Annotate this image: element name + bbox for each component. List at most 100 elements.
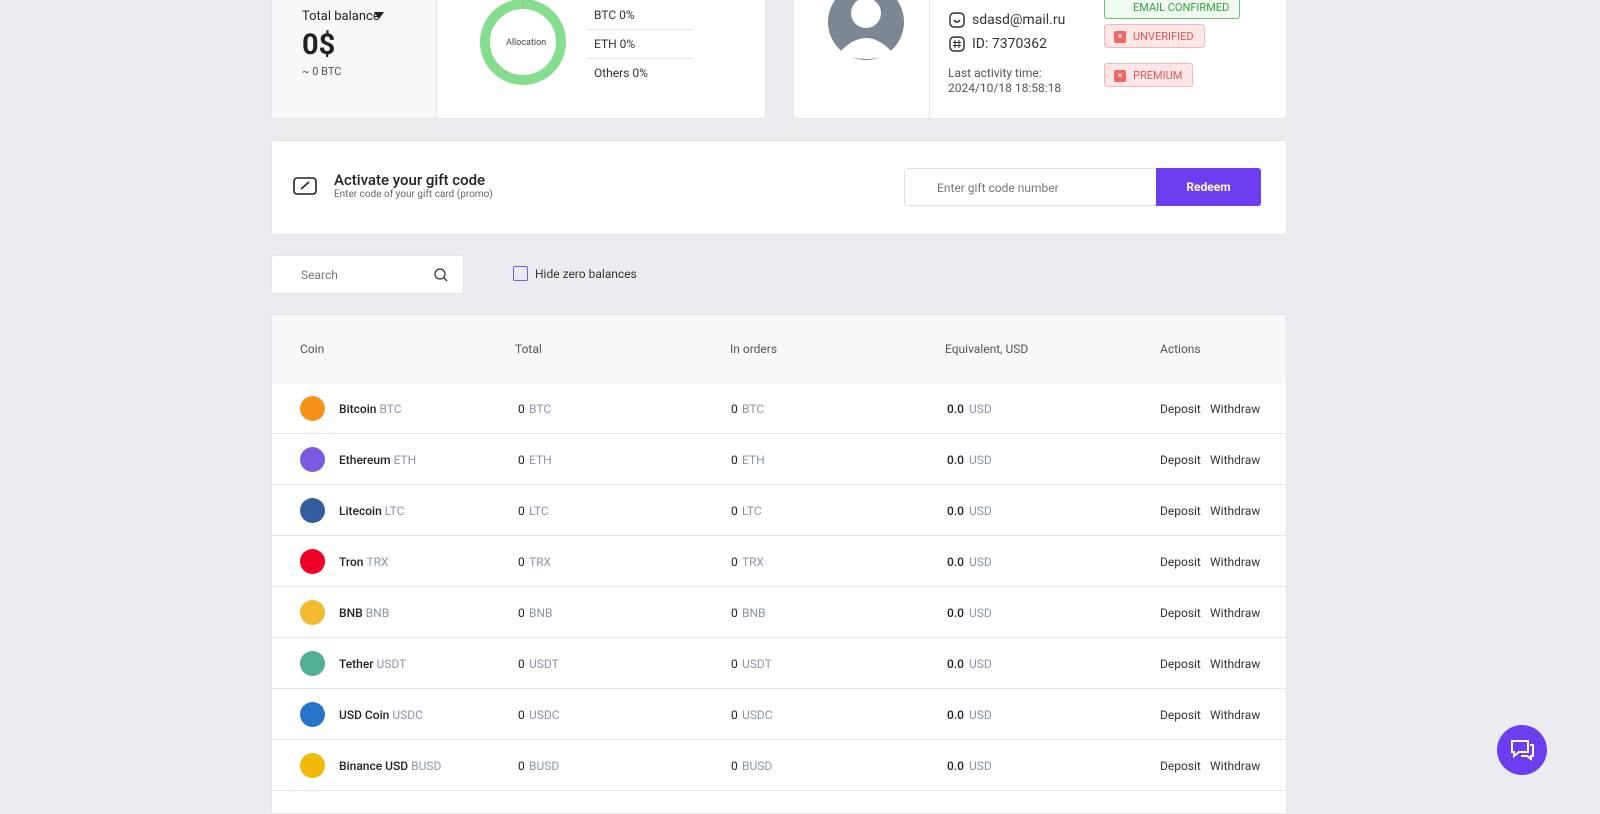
gift-input[interactable]: Enter gift code number <box>904 168 1157 206</box>
total-amount: 0 <box>518 606 525 620</box>
orders-amount: 0 <box>731 657 738 671</box>
allocation-item: ETH 0% <box>594 37 636 51</box>
withdraw-link[interactable]: Withdraw <box>1210 453 1261 467</box>
orders-amount: 0 <box>731 708 738 722</box>
email-icon <box>949 12 965 28</box>
user-id: ID: 7370362 <box>972 36 1047 52</box>
equivalent-currency: USD <box>969 708 992 722</box>
orders-symbol: LTC <box>742 504 762 518</box>
badge-icon: × <box>1114 70 1126 82</box>
total-symbol: USDC <box>529 708 560 722</box>
search-input[interactable]: Search <box>271 255 464 294</box>
total-symbol: USDT <box>529 657 559 671</box>
orders-symbol: USDC <box>742 708 773 722</box>
coin-name: Bitcoin <box>339 402 377 416</box>
balance-label[interactable]: Total balance <box>302 9 380 24</box>
redeem-button[interactable]: Redeem <box>1156 168 1261 206</box>
coin-row: Litecoin LTC 0 LTC 0 LTC 0.0 USD Deposit Withdraw <box>272 485 1286 536</box>
hide-zero-label[interactable]: Hide zero balances <box>535 267 637 281</box>
coin-symbol: USDC <box>392 708 423 722</box>
coin-icon <box>300 600 325 625</box>
orders-symbol: BNB <box>742 606 766 620</box>
coin-symbol: USDT <box>376 657 407 671</box>
coin-row: BNB BNB 0 BNB 0 BNB 0.0 USD Deposit Withdraw <box>272 587 1286 638</box>
status-badge: UNVERIFIED × <box>1104 24 1205 48</box>
email: sdasd@mail.ru <box>972 12 1066 28</box>
deposit-link[interactable]: Deposit <box>1160 708 1201 722</box>
column-header: In orders <box>730 342 778 356</box>
deposit-link[interactable]: Deposit <box>1160 759 1201 773</box>
equivalent-currency: USD <box>969 453 992 467</box>
coin-icon <box>300 447 325 472</box>
coin-row: Tron TRX 0 TRX 0 TRX 0.0 USD Deposit Withdraw <box>272 536 1286 587</box>
deposit-link[interactable]: Deposit <box>1160 402 1201 416</box>
total-amount: 0 <box>518 504 525 518</box>
orders-symbol: TRX <box>742 555 765 569</box>
deposit-link[interactable]: Deposit <box>1160 657 1201 671</box>
total-symbol: BUSD <box>529 759 560 773</box>
coin-symbol: BNB <box>365 606 390 620</box>
equivalent-amount: 0.0 <box>947 402 964 416</box>
deposit-link[interactable]: Deposit <box>1160 453 1201 467</box>
coin-row: USD Coin USDC 0 USDC 0 USDC 0.0 USD Deposit Withd… <box>272 689 1286 740</box>
equivalent-amount: 0.0 <box>947 606 964 620</box>
allocation-center: Allocation <box>506 38 547 48</box>
hide-zero-checkbox[interactable] <box>513 266 528 281</box>
avatar-panel <box>794 0 930 118</box>
coin-row: Bitcoin BTC 0 BTC 0 BTC 0.0 USD Deposit Withdraw <box>272 383 1286 434</box>
deposit-link[interactable]: Deposit <box>1160 555 1201 569</box>
equivalent-currency: USD <box>969 657 992 671</box>
coin-icon <box>300 702 325 727</box>
total-amount: 0 <box>518 453 525 467</box>
coin-name: BNB <box>339 606 363 620</box>
deposit-link[interactable]: Deposit <box>1160 504 1201 518</box>
coin-symbol: BUSD <box>411 759 442 773</box>
withdraw-link[interactable]: Withdraw <box>1210 708 1261 722</box>
total-symbol: TRX <box>529 555 552 569</box>
equivalent-amount: 0.0 <box>947 555 964 569</box>
column-header: Total <box>515 342 542 356</box>
total-amount: 0 <box>518 759 525 773</box>
deposit-link[interactable]: Deposit <box>1160 606 1201 620</box>
equivalent-amount: 0.0 <box>947 453 964 467</box>
equivalent-amount: 0.0 <box>947 708 964 722</box>
withdraw-link[interactable]: Withdraw <box>1210 606 1261 620</box>
coin-icon <box>300 753 325 778</box>
equivalent-amount: 0.0 <box>947 657 964 671</box>
balance-panel <box>272 0 437 118</box>
orders-amount: 0 <box>731 453 738 467</box>
coin-name: Litecoin <box>339 504 382 518</box>
coin-icon <box>300 498 325 523</box>
orders-amount: 0 <box>731 555 738 569</box>
equivalent-currency: USD <box>969 504 992 518</box>
withdraw-link[interactable]: Withdraw <box>1210 555 1261 569</box>
chat-button[interactable] <box>1497 725 1547 775</box>
orders-symbol: BTC <box>742 402 765 416</box>
total-amount: 0 <box>518 657 525 671</box>
column-header: Equivalent, USD <box>945 342 1029 356</box>
withdraw-link[interactable]: Withdraw <box>1210 759 1261 773</box>
withdraw-link[interactable]: Withdraw <box>1210 504 1261 518</box>
allocation-item: BTC 0% <box>594 8 635 22</box>
coin-table: Coin Total In orders Equivalent, USD Actions… <box>271 314 1287 814</box>
status-badge: PREMIUM × <box>1104 63 1194 87</box>
balance-btc: ~ 0 BTC <box>302 65 342 78</box>
equivalent-amount: 0.0 <box>947 759 964 773</box>
table-header <box>272 315 1286 383</box>
coin-name: Tether <box>339 657 374 671</box>
withdraw-link[interactable]: Withdraw <box>1210 402 1261 416</box>
allocation-donut <box>480 0 566 85</box>
coin-icon <box>300 396 325 421</box>
orders-amount: 0 <box>731 504 738 518</box>
coin-symbol: BTC <box>379 402 402 416</box>
withdraw-link[interactable]: Withdraw <box>1210 657 1261 671</box>
coin-icon <box>300 651 325 676</box>
total-symbol: BTC <box>529 402 552 416</box>
coin-symbol: ETH <box>393 453 417 467</box>
gift-icon <box>293 177 317 195</box>
total-amount: 0 <box>518 555 525 569</box>
total-amount: 0 <box>518 708 525 722</box>
equivalent-currency: USD <box>969 759 992 773</box>
status-badge: EMAIL CONFIRMED <box>1104 0 1241 19</box>
separator <box>587 29 693 30</box>
